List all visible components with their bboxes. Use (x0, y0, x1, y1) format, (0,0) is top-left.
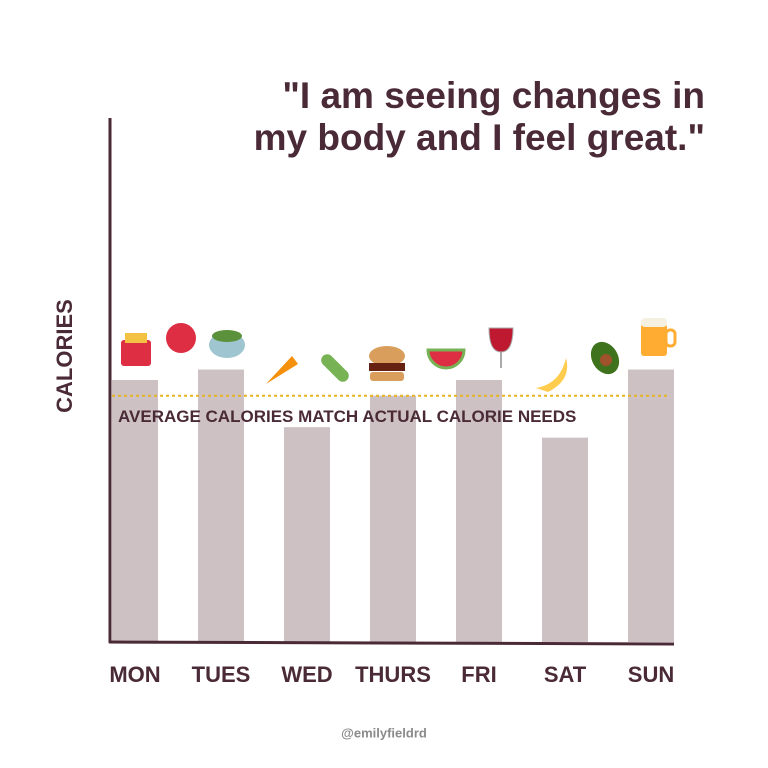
x-tick-label: MON (109, 662, 160, 687)
icon-watermelon (426, 348, 466, 370)
bar (198, 369, 244, 642)
icon-burger (370, 372, 404, 381)
icon-tomato (166, 323, 196, 353)
y-axis-label: CALORIES (52, 299, 77, 413)
plot-area (112, 369, 674, 642)
icon-wine (488, 327, 514, 353)
bar (542, 437, 588, 642)
icon-beer (641, 318, 667, 327)
icon-fries (125, 333, 147, 343)
x-tick-label: THURS (355, 662, 431, 687)
bar (456, 380, 502, 642)
x-axis (108, 640, 675, 646)
icon-beer (641, 324, 667, 356)
icon-carrot (266, 356, 298, 384)
x-tick-label: FRI (461, 662, 496, 687)
bar (628, 369, 674, 642)
bar (112, 380, 158, 642)
credit: @emilyfieldrd (341, 725, 427, 740)
x-tick-label: SUN (628, 662, 674, 687)
icon-burger (369, 346, 405, 366)
food-icons (121, 318, 677, 392)
icon-beer (664, 328, 677, 348)
icon-avocado (600, 354, 612, 366)
bar (284, 427, 330, 642)
bar (370, 395, 416, 642)
chart-title: "I am seeing changes in (282, 75, 705, 116)
icon-salad (212, 330, 242, 342)
icon-fries (121, 340, 151, 366)
icon-burger (369, 363, 405, 371)
annotation: AVERAGE CALORIES MATCH ACTUAL CALORIE NE… (118, 407, 576, 426)
x-tick-label: SAT (544, 662, 587, 687)
icon-cucumber (321, 354, 349, 382)
x-tick-label: WED (281, 662, 332, 687)
chart-title: my body and I feel great." (254, 117, 705, 158)
icon-banana (536, 358, 568, 392)
x-tick-label: TUES (192, 662, 251, 687)
